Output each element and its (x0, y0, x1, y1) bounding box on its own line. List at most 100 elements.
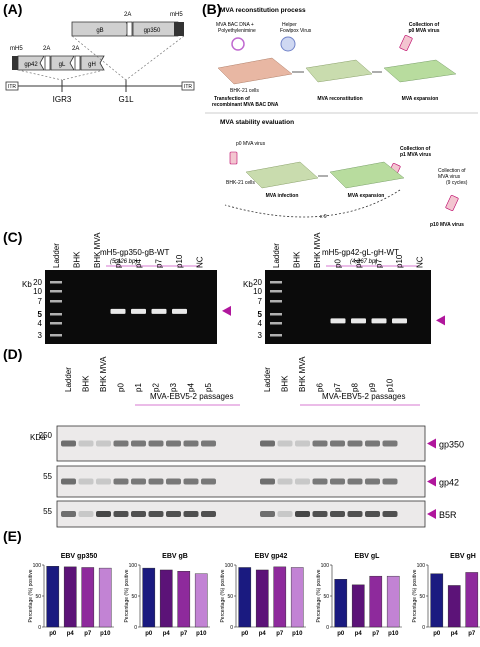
bar (81, 567, 95, 628)
protein-band (347, 440, 363, 447)
site-2a-label: 2A (72, 46, 79, 52)
cells-dish-icon (245, 161, 319, 189)
dna-band (371, 318, 387, 324)
protein-band (166, 511, 181, 517)
protein-band (365, 511, 380, 517)
x-tick-label: p10 (100, 631, 111, 637)
bar (334, 579, 348, 628)
panel-c-label: (C) (3, 229, 22, 245)
ladder-size-label: 10 (33, 287, 42, 296)
lane-label: p3 (169, 383, 178, 392)
gel1 (45, 270, 217, 344)
lane-label: Ladder (52, 243, 61, 268)
site-2a-label: 2A (124, 12, 131, 18)
ladder-band (270, 290, 282, 293)
protein-band (201, 511, 216, 517)
blot-arrow-icon (427, 438, 436, 449)
dna-band (172, 308, 187, 314)
y-tick-label: 0 (422, 625, 425, 631)
cycle-count-label: x 9 (320, 214, 327, 220)
lane-label: BHK (82, 375, 91, 392)
itr-left (5, 81, 19, 91)
bhk-cells-label: BHK-21 cells (230, 88, 259, 94)
gene-gh-label: gH (88, 62, 96, 68)
lane-label: Ladder (263, 367, 272, 392)
ladder-band (50, 281, 62, 284)
protein-band (148, 511, 164, 517)
gene-gp42-label: gp42 (24, 62, 38, 68)
y-axis-label: Percentage (%) positive (316, 569, 322, 622)
x-tick-label: p7 (468, 631, 476, 637)
step-expansion: MVA expansion (402, 96, 439, 102)
ladder-band (50, 300, 62, 303)
lane-label: p4 (187, 383, 196, 392)
protein-band (260, 511, 275, 517)
x-tick-label: p0 (337, 631, 345, 637)
bar (447, 585, 461, 628)
ladder-size-label: 20 (253, 278, 262, 287)
protein-band (96, 440, 111, 447)
ladder-size-label: 5 (38, 310, 43, 319)
bar (273, 566, 287, 628)
protein-band (347, 478, 363, 485)
gene-gp350-label: gp350 (144, 28, 161, 34)
p10-virus-label: p10 MVA virus (430, 222, 464, 228)
bar (351, 584, 365, 628)
ladder-band (270, 334, 282, 337)
protein-band (330, 511, 345, 517)
protein-band (148, 440, 164, 447)
collection-p1-line2: p1 MVA virus (400, 152, 431, 158)
y-tick-label: 0 (230, 625, 233, 631)
bar (465, 572, 479, 628)
tube-icon (229, 151, 238, 165)
x-tick-label: p0 (241, 631, 249, 637)
lane-label: p5 (204, 383, 213, 392)
ladder-band (270, 300, 282, 303)
blot-arrow-icon (427, 476, 436, 487)
protein-band (131, 440, 146, 447)
chart-title: EBV gL (355, 553, 381, 560)
site-2a (44, 55, 51, 71)
insertion-guide (125, 35, 185, 81)
lane-label: NC (196, 256, 205, 268)
cells-dish-icon (305, 59, 373, 83)
ladder-size-label: 7 (258, 297, 263, 306)
p0-virus-label: p0 MVA virus (236, 141, 266, 147)
stability-heading: MVA stability evaluation (220, 119, 294, 126)
lane-label: Ladder (64, 367, 73, 392)
protein-band (166, 478, 181, 485)
cells-dish-icon (383, 59, 457, 83)
lane-label: p8 (351, 383, 360, 392)
promoter-mh5-label: mH5 (170, 12, 183, 18)
protein-band (131, 511, 146, 517)
mw-label: 55 (43, 507, 52, 516)
y-tick-label: 100 (129, 563, 138, 569)
insertion-guide (17, 69, 63, 81)
insertion-guide (61, 69, 105, 81)
protein-band (277, 478, 293, 485)
bar-charts: EBV gp350 Percentage (%) positive 0 50 100 p0… (28, 553, 480, 637)
protein-band (201, 478, 216, 485)
protein-band (365, 440, 380, 447)
lane-label: p6 (316, 383, 325, 392)
ladder-band (50, 322, 62, 325)
lane-label: BHK MVA (298, 356, 307, 392)
collection-p0-line1: Collection of (409, 22, 440, 28)
gene-gl (50, 55, 75, 71)
chart-title: EBV gB (162, 553, 188, 560)
ladder-band (270, 281, 282, 284)
lane-label: Ladder (272, 243, 281, 268)
protein-band (61, 478, 76, 485)
gel1-size: (5,426 bp) (110, 259, 137, 265)
protein-band (330, 478, 345, 485)
kb-label: Kb (243, 280, 253, 289)
protein-band (295, 478, 310, 485)
protein-band (183, 511, 199, 517)
panel-d-label: (D) (3, 346, 22, 362)
blot-label: B5R (439, 510, 457, 520)
x-tick-label: p4 (355, 631, 363, 637)
promoter-mh5-label: mH5 (10, 46, 23, 52)
protein-band (183, 478, 199, 485)
workflow: MVA reconstitution process MVA BAC DNA +… (205, 7, 478, 228)
cycle-arrow (224, 189, 401, 218)
